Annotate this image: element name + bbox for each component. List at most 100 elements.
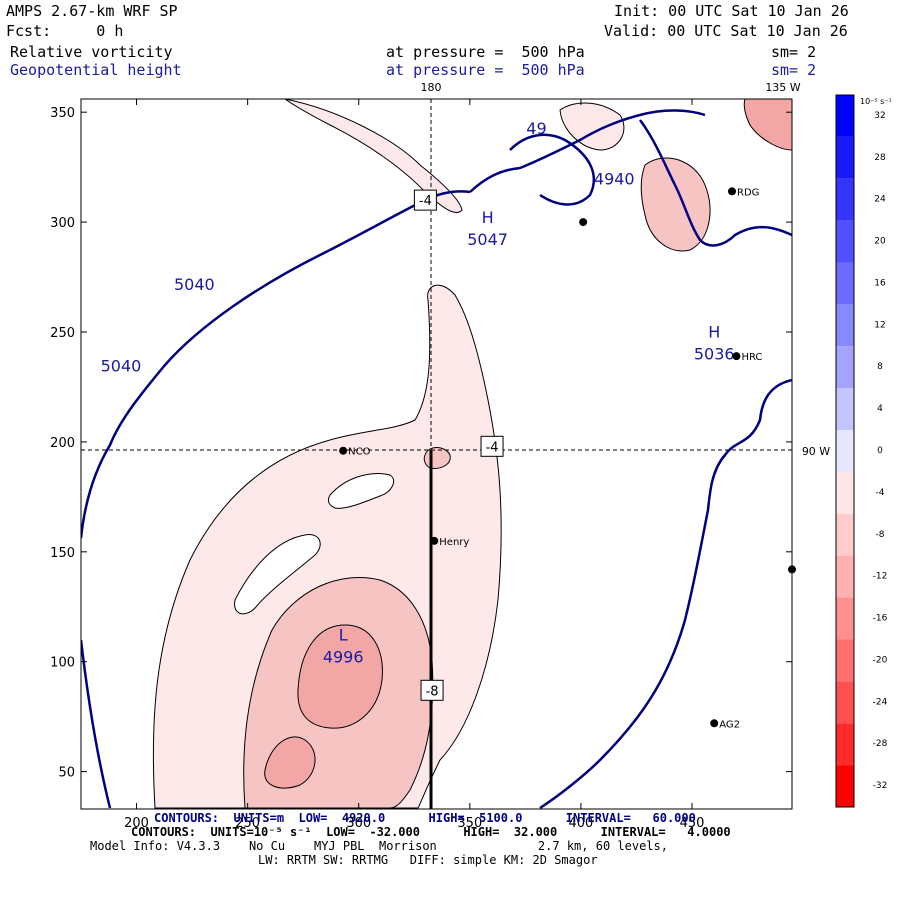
model-title: AMPS 2.67-km WRF SP [6,2,178,20]
station-label: Henry [439,537,469,548]
height-contour-label: 5040 [101,357,142,376]
vorticity-label: -4 [419,194,432,209]
colorbar-label: -8 [876,530,885,540]
colorbar-frame [835,94,855,808]
colorbar-segment [836,136,854,179]
station-marker [710,719,719,728]
x-tick-label: 250 [235,816,260,831]
colorbar-label: -28 [873,739,888,749]
height-contour-ne-loop-2 [509,133,596,206]
vorticity-region-core [297,624,383,729]
colorbar-segment [836,765,854,807]
field2-smoothing: sm= 2 [771,61,817,79]
height-contour-label: 5040 [174,275,215,294]
colorbar-label: 12 [874,320,885,330]
colorbar-segment [836,346,854,389]
plot-frame [80,98,793,810]
field2-level: at pressure = 500 hPa [386,61,585,79]
colorbar-segment [836,95,854,137]
station-label: HRC [741,352,762,363]
x-tick-label: 200 [124,816,149,831]
height-contour-north [469,109,706,193]
colorbar-label: 20 [874,237,886,247]
y-tick-label: 50 [58,766,75,781]
colorbar-label: 32 [874,111,885,121]
axis-ticks: 200 250 300 350 400 450 350 300 250 200 150 100 50 [50,99,792,831]
meridian-135w-label: 135 W [765,81,800,94]
station-label: NCO [348,447,370,458]
forecast-hour: Fcst: 0 h [6,22,124,40]
x-tick-label: 300 [346,816,371,831]
station-marker [728,187,737,196]
pressure-center-symbol: H [708,322,720,341]
colorbar-label: 24 [874,195,886,205]
colorbar-segment [836,681,854,724]
pressure-center-value: 4996 [323,648,364,667]
meridian-180-label: 180 [421,81,442,94]
y-tick-label: 100 [50,656,75,671]
colorbar-segment [836,262,854,305]
parallel-90w-label: 90 W [802,445,830,458]
colorbar-label: 0 [877,446,883,456]
pressure-center-symbol: H [482,208,494,227]
colorbar-segment [836,430,854,472]
field1-name: Relative vorticity [10,43,173,61]
y-tick-label: 300 [50,216,75,231]
station-label: AG2 [719,719,740,730]
vorticity-region-core-2 [264,736,316,789]
model-info: Model Info: V4.3.3 No Cu MYJ PBL Morriso… [90,839,668,853]
vorticity-blob-nco [423,447,451,469]
x-tick-label: 350 [457,816,482,831]
vorticity-hole-2 [327,473,395,509]
colorbar-segment [836,304,854,347]
vorticity-label-box [413,189,437,211]
station-marker [430,536,439,545]
colorbar-label: -20 [873,655,888,665]
pressure-center-value: 5036 [694,344,735,363]
height-contour-label: 49 [526,119,546,138]
height-contour-info: CONTOURS: UNITS=m LOW= 4920.0 HIGH= 5100… [154,811,696,825]
station-marker [788,565,796,574]
colorbar-segment [836,723,854,766]
y-tick-label: 250 [50,326,75,341]
colorbar: 32 28 24 20 16 12 8 4 0 -4 -8 -12 -16 -20 -24 -28 -32 10⁻… [835,94,892,808]
height-contour-label: 4940 [594,170,635,189]
x-tick-label: 400 [569,816,594,831]
pressure-center-symbol: L [339,626,348,645]
y-tick-label: 350 [50,106,75,121]
colorbar-unit: 10⁻⁵ s⁻¹ [860,97,892,106]
colorbar-label: 4 [877,404,883,414]
colorbar-label: -4 [876,488,885,498]
vorticity-label-box [480,435,504,457]
vorticity-label: -4 [486,440,499,455]
field1-smoothing: sm= 2 [771,43,817,61]
colorbar-segment [836,220,854,263]
colorbar-segment [836,471,854,514]
colorbar-segment [836,597,854,640]
vorticity-region-ne-corner [743,99,792,151]
map-overlays: 180 135 W 90 W 5040 5040 4940 49 H 5047 H 5036 L 499… [101,81,831,730]
vorticity-region-ne [640,157,711,252]
station-label: RDG [737,187,759,198]
height-contour-west [81,639,112,809]
colorbar-segment [836,388,854,431]
station-marker [339,446,348,455]
colorbar-label: -32 [873,781,888,791]
colorbar-segment [836,639,854,682]
station-marker [579,218,588,227]
y-tick-label: 200 [50,436,75,451]
init-time: Init: 00 UTC Sat 10 Jan 26 [614,2,849,20]
station-marker [732,352,741,361]
y-tick-label: 150 [50,546,75,561]
valid-time: Valid: 00 UTC Sat 10 Jan 26 [604,22,848,40]
field1-level: at pressure = 500 hPa [386,43,585,61]
colorbar-label: 16 [874,278,886,288]
colorbar-label: -16 [873,614,888,624]
physics-info: LW: RRTM SW: RRTMG DIFF: simple KM: 2D S… [258,853,598,867]
vorticity-region-ne-top [559,102,625,151]
colorbar-label: -12 [873,572,888,582]
colorbar-label: 28 [874,153,886,163]
x-tick-label: 450 [680,816,705,831]
field2-name: Geopotential height [10,61,182,79]
